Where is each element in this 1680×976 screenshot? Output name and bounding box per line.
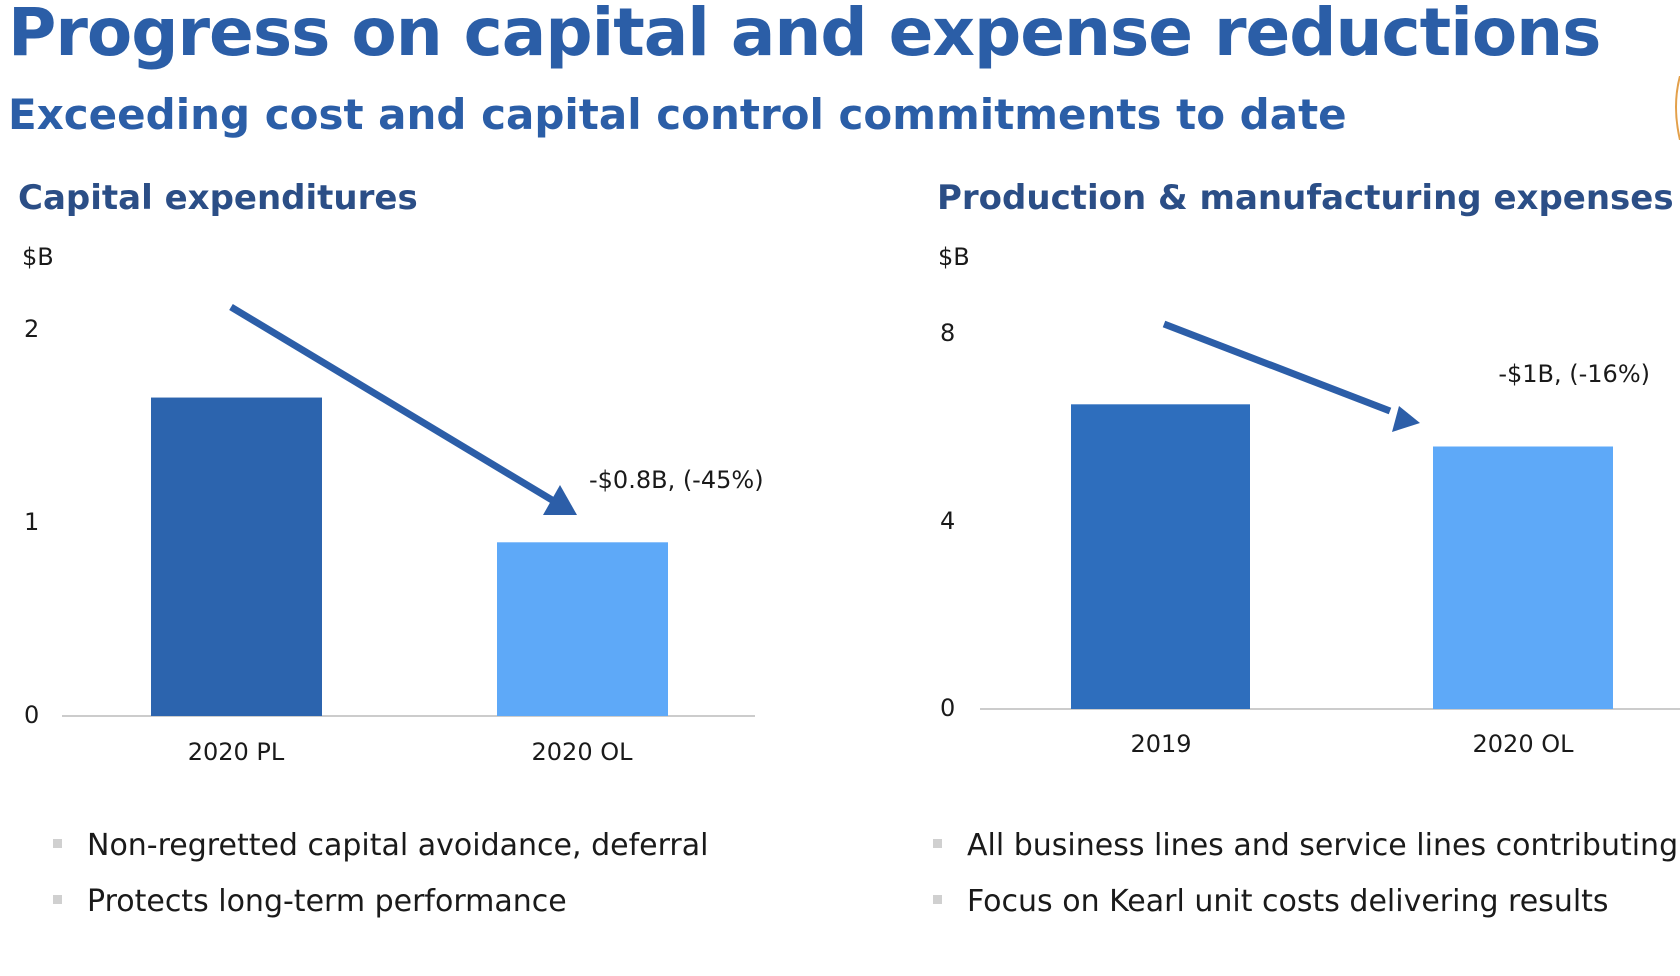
pme-ytick-8: 8 (940, 319, 955, 347)
capex-bullet-list: Non-regretted capital avoidance, deferra… (53, 818, 708, 930)
pme-bullet-list: All business lines and service lines con… (933, 818, 1678, 930)
bullet-square-icon (53, 839, 62, 848)
capex-trend-arrowhead (543, 485, 577, 515)
list-item: Focus on Kearl unit costs delivering res… (933, 874, 1678, 930)
capex-unit-label: $B (22, 243, 54, 271)
capex-ytick-1: 1 (24, 508, 39, 536)
pme-chart: $B 0 4 8 2019 2020 OL -$1B, (-16%) (938, 243, 1680, 758)
list-item: Protects long-term performance (53, 874, 708, 930)
pme-unit-label: $B (938, 243, 970, 271)
pme-ytick-0: 0 (940, 694, 955, 722)
capex-xtick-2020-pl: 2020 PL (188, 738, 285, 766)
capex-chart-title: Capital expenditures (18, 178, 418, 218)
decorative-corner-accent (1674, 76, 1680, 140)
pme-trend-arrowhead (1392, 406, 1420, 432)
pme-bar-2020-ol (1433, 446, 1613, 709)
capex-trend-arrow-line (229, 304, 554, 503)
pme-bar-2019 (1071, 404, 1250, 709)
capex-ytick-0: 0 (24, 701, 39, 729)
bullet-square-icon (933, 895, 942, 904)
pme-chart-title: Production & manufacturing expenses (937, 178, 1674, 218)
pme-change-annotation: -$1B, (-16%) (1498, 360, 1650, 388)
capex-chart: $B 0 1 2 2020 PL 2020 OL -$0.8B, (-45%) (22, 243, 764, 766)
page-subtitle: Exceeding cost and capital control commi… (8, 90, 1347, 139)
pme-xtick-2020-ol: 2020 OL (1473, 730, 1575, 758)
capex-change-annotation: -$0.8B, (-45%) (589, 466, 764, 494)
capex-ytick-2: 2 (24, 315, 39, 343)
pme-trend-arrow-line (1162, 320, 1392, 415)
bullet-square-icon (53, 895, 62, 904)
bullet-square-icon (933, 839, 942, 848)
capex-bar-2020-pl (151, 397, 322, 716)
capex-xtick-2020-ol: 2020 OL (532, 738, 634, 766)
capex-bar-2020-ol (497, 542, 668, 716)
pme-xtick-2019: 2019 (1130, 730, 1191, 758)
pme-ytick-4: 4 (940, 507, 955, 535)
page-title: Progress on capital and expense reductio… (8, 0, 1601, 71)
list-item: Non-regretted capital avoidance, deferra… (53, 818, 708, 874)
list-item: All business lines and service lines con… (933, 818, 1678, 874)
